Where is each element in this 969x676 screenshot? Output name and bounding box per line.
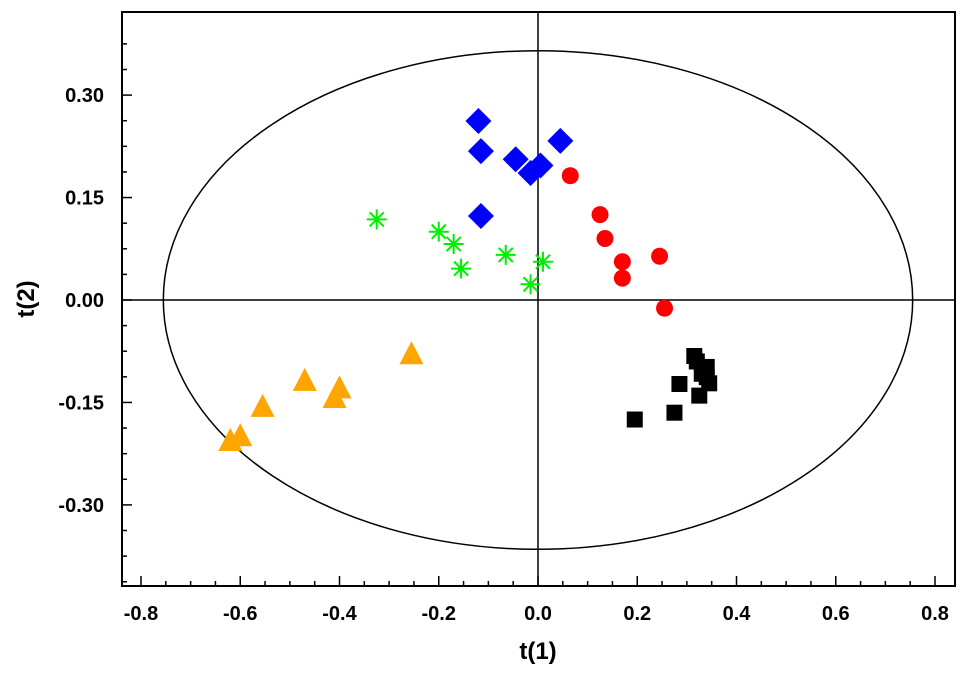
- asterisk-stroke: [497, 247, 514, 263]
- y-tick-label: -0.30: [58, 495, 104, 517]
- reference-lines: [122, 12, 955, 586]
- y-axis-title: t(2): [13, 280, 40, 317]
- y-tick-label: 0.30: [65, 85, 104, 107]
- triangle-point: [292, 367, 317, 391]
- asterisk-stroke: [522, 276, 539, 293]
- x-axis-title: t(1): [519, 638, 556, 665]
- asterisk-stroke: [535, 253, 551, 270]
- asterisk-point: [428, 221, 449, 242]
- x-tick-label: 0.2: [623, 603, 651, 625]
- circle-point: [656, 299, 674, 317]
- diamond-point: [465, 108, 492, 135]
- asterisk-point: [520, 274, 541, 295]
- square-point: [671, 376, 688, 393]
- x-tick-label: 0.6: [822, 603, 850, 625]
- asterisk-stroke: [368, 211, 385, 228]
- data-marks: [218, 108, 718, 452]
- diamond-point: [547, 127, 574, 154]
- tick-labels: -0.8 -0.6 -0.4 -0.2 0.0 0.2 0.4 0.6 0.8 0.30 0.15 0…: [58, 85, 949, 625]
- triangle-point: [228, 423, 253, 447]
- asterisk-point: [495, 244, 516, 265]
- circle-point: [561, 167, 579, 185]
- asterisk-point: [532, 251, 553, 272]
- x-tick-label: -0.6: [223, 603, 257, 625]
- asterisk-point: [443, 233, 464, 254]
- ticks-layer: [122, 43, 936, 586]
- circle-point: [596, 230, 614, 248]
- y-tick-label: 0.15: [65, 188, 104, 210]
- asterisk-point: [451, 258, 472, 279]
- x-tick-label: 0.0: [524, 603, 552, 625]
- asterisk-stroke: [453, 260, 469, 277]
- triangle-point: [399, 341, 424, 365]
- asterisk-point: [366, 209, 387, 230]
- circle-point: [651, 247, 669, 265]
- x-tick-label: -0.8: [124, 603, 158, 625]
- circle-point: [613, 269, 631, 287]
- square-point: [693, 365, 710, 382]
- circle-point: [613, 253, 631, 271]
- diamond-point: [467, 138, 494, 165]
- triangle-point: [327, 375, 352, 399]
- asterisk-stroke: [445, 236, 462, 252]
- circle-point: [591, 206, 609, 224]
- square-point: [691, 387, 708, 404]
- x-tick-label: -0.2: [422, 603, 456, 625]
- confidence-ellipse-layer: [162, 49, 914, 551]
- x-tick-label: 0.4: [723, 603, 752, 625]
- x-tick-label: -0.4: [322, 603, 357, 625]
- square-point: [666, 404, 683, 421]
- diamond-point: [467, 202, 494, 229]
- asterisk-stroke: [430, 223, 447, 240]
- square-point: [626, 411, 643, 428]
- diamond-point: [502, 146, 529, 173]
- diamond-point: [527, 152, 554, 179]
- x-tick-label: 0.8: [921, 603, 949, 625]
- triangle-point: [250, 393, 275, 417]
- y-tick-label: 0.00: [65, 290, 104, 312]
- confidence-ellipse: [162, 49, 914, 551]
- y-tick-label: -0.15: [58, 392, 104, 414]
